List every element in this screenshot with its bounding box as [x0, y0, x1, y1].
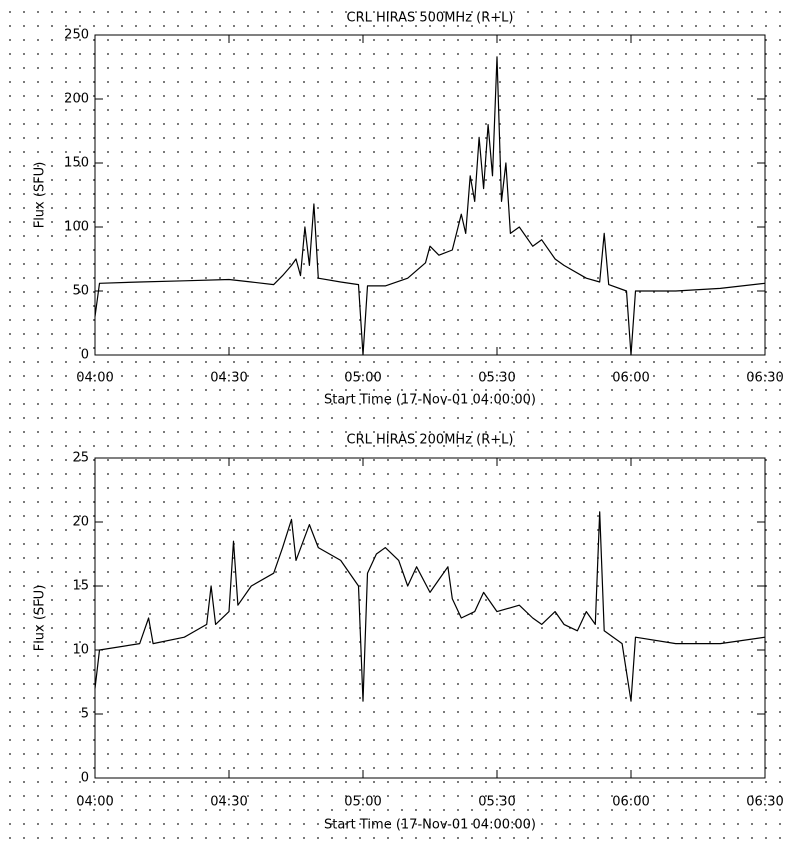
flux-line [94, 511, 766, 702]
y-tick-label: 25 [72, 451, 89, 466]
y-axis-label: Flux (SFU) [33, 585, 48, 652]
y-tick-label: 100 [64, 220, 89, 235]
x-axis-label: Start Time (17-Nov-01 04:00:00) [324, 393, 536, 408]
y-tick-label: 50 [72, 284, 89, 299]
x-tick-label: 04:00 [76, 371, 113, 386]
x-tick-label: 05:00 [344, 371, 381, 386]
y-tick-label: 200 [64, 92, 89, 107]
y-tick-label: 250 [64, 28, 89, 43]
flux-line [94, 56, 766, 356]
x-tick-label: 06:00 [612, 795, 649, 810]
x-tick-label: 05:00 [344, 795, 381, 810]
y-tick-label: 10 [72, 643, 89, 658]
x-tick-label: 06:30 [746, 371, 783, 386]
y-tick-label: 20 [72, 515, 89, 530]
x-tick-label: 04:30 [210, 795, 247, 810]
x-tick-label: 04:30 [210, 371, 247, 386]
chart-title: CRL HIRAS 500MHz (R+L) [347, 11, 514, 26]
x-axis-label: Start Time (17-Nov-01 04:00:00) [324, 818, 536, 833]
y-tick-label: 150 [64, 156, 89, 171]
y-tick-label: 5 [81, 707, 89, 722]
plot-frame [94, 457, 766, 779]
y-axis-label: Flux (SFU) [33, 162, 48, 229]
y-tick-label: 0 [81, 348, 89, 363]
y-tick-label: 15 [72, 579, 89, 594]
x-tick-label: 05:30 [478, 795, 515, 810]
x-tick-label: 04:00 [76, 795, 113, 810]
plot-frame [94, 34, 766, 356]
chart-title: CRL HIRAS 200MHz (R+L) [347, 433, 514, 448]
x-tick-label: 06:30 [746, 795, 783, 810]
y-tick-label: 0 [81, 771, 89, 786]
x-tick-label: 06:00 [612, 371, 649, 386]
x-tick-label: 05:30 [478, 371, 515, 386]
